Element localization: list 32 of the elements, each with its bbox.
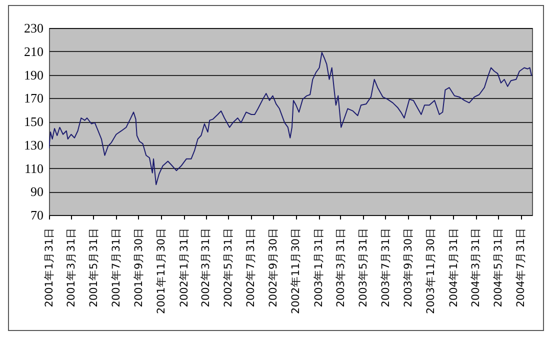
x-tick-label: 2004年1月31日	[448, 228, 460, 308]
x-tick-label: 2003年11月30日	[424, 228, 437, 314]
x-tick-label: 2003年5月31日	[357, 228, 370, 308]
x-tick-label: 2003年9月30日	[402, 228, 414, 308]
y-tick-label: 190	[24, 67, 44, 82]
x-tick-label: 2003年3月31日	[334, 228, 347, 308]
x-tick-label: 2002年7月31日	[245, 228, 258, 308]
y-tick-label: 150	[24, 114, 44, 129]
x-tick-label: 2001年3月31日	[65, 228, 78, 308]
x-tick-label: 2001年5月31日	[88, 228, 100, 308]
x-tick-label: 2001年11月30日	[155, 228, 168, 314]
y-tick-label: 230	[24, 20, 44, 36]
x-tick-label: 2001年7月31日	[110, 228, 122, 308]
x-tick-label: 2002年1月31日	[178, 228, 190, 308]
x-tick-label: 2004年3月31日	[470, 228, 482, 308]
y-tick-label: 70	[30, 208, 44, 222]
x-tick-label: 2004年5月31日	[492, 228, 505, 308]
x-tick-label: 2001年1月31日	[44, 228, 56, 308]
x-tick-label: 2001年9月30日	[132, 228, 145, 308]
y-tick-label: 110	[24, 160, 44, 176]
x-tick-label: 2002年5月31日	[222, 228, 235, 308]
x-tick-label: 2002年11月30日	[290, 228, 302, 314]
x-tick-label: 2003年1月31日	[313, 228, 326, 308]
y-tick-label: 170	[24, 90, 44, 106]
x-tick-label: 2003年7月31日	[380, 228, 392, 308]
line-series	[49, 52, 532, 186]
y-tick-label: 130	[24, 137, 44, 152]
x-tick-label: 2004年7月31日	[515, 228, 528, 308]
y-tick-label: 210	[24, 44, 44, 59]
x-tick-label: 2002年3月31日	[200, 228, 212, 308]
x-tick-label: 2002年9月30日	[268, 228, 280, 308]
y-tick-label: 90	[30, 184, 44, 200]
